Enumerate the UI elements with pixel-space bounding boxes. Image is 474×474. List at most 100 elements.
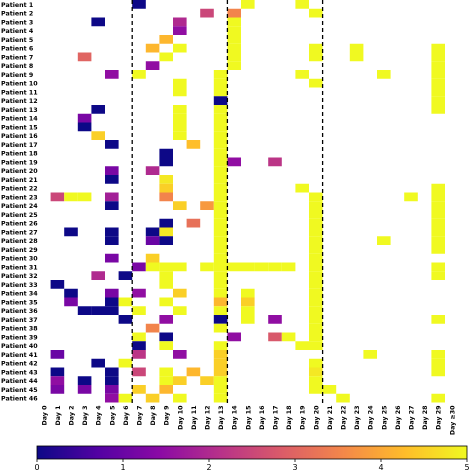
heatmap-cell	[227, 61, 241, 70]
day-label: Day 25	[381, 406, 388, 430]
heatmap-cell	[132, 70, 146, 79]
heatmap-cell	[431, 105, 445, 114]
heatmap-cell	[431, 183, 445, 193]
heatmap-cell	[213, 70, 228, 79]
heatmap-cell	[64, 192, 78, 202]
heatmap-cell	[309, 262, 323, 272]
heatmap-cell	[227, 35, 241, 44]
colorbar	[36, 445, 468, 460]
heatmap-cell	[213, 218, 228, 228]
heatmap-cell	[145, 262, 160, 272]
heatmap-cell	[309, 227, 323, 237]
heatmap-cell	[431, 367, 445, 377]
heatmap-cell	[77, 192, 92, 202]
heatmap-cell	[309, 332, 323, 342]
patient-label: Patient 40	[1, 343, 38, 350]
heatmap-cell	[105, 236, 119, 245]
patient-label: Patient 13	[1, 107, 38, 114]
heatmap-cell	[431, 315, 445, 324]
heatmap-cell	[173, 26, 187, 35]
day-label: Day 8	[150, 406, 157, 426]
patient-label: Patient 45	[1, 387, 38, 394]
heatmap-cell	[431, 236, 445, 245]
heatmap-cell	[118, 393, 133, 403]
heatmap-cell	[431, 245, 445, 254]
heatmap-cell	[404, 192, 418, 202]
heatmap-cell	[213, 201, 228, 210]
patient-label: Patient 11	[1, 89, 38, 96]
heatmap-cell	[213, 288, 228, 298]
heatmap-cell	[309, 341, 323, 350]
heatmap-cell	[77, 113, 92, 123]
heatmap-cell	[173, 288, 187, 298]
heatmap-cell	[159, 341, 173, 350]
heatmap-cell	[105, 227, 119, 237]
heatmap-cell	[227, 332, 241, 342]
day-label: Day 27	[409, 406, 416, 430]
heatmap-cell	[431, 218, 445, 228]
heatmap-cell	[145, 393, 160, 403]
heatmap-cell	[173, 43, 187, 53]
heatmap-cell	[173, 87, 187, 97]
patient-label: Patient 32	[1, 273, 38, 280]
heatmap-cell	[173, 306, 187, 315]
heatmap-cell	[349, 52, 364, 62]
heatmap-cell	[295, 183, 309, 193]
heatmap-cell	[309, 288, 323, 298]
patient-label: Patient 25	[1, 212, 38, 219]
patient-label: Patient 18	[1, 151, 38, 158]
heatmap-cell	[50, 385, 65, 394]
day-label: Day 13	[218, 406, 225, 430]
heatmap-cell	[309, 78, 323, 88]
day-label: Day 22	[341, 406, 348, 430]
heatmap-cell	[213, 297, 228, 307]
heatmap-cell	[173, 262, 187, 272]
heatmap-cell	[159, 157, 173, 167]
heatmap-cell	[309, 201, 323, 210]
heatmap-cell	[431, 350, 445, 359]
day-label: Day 29	[436, 406, 443, 430]
patient-label: Patient 33	[1, 282, 38, 289]
heatmap-cell	[295, 70, 309, 79]
day-label: Day 26	[395, 405, 402, 430]
heatmap-cell	[132, 0, 146, 9]
heatmap-cell	[213, 166, 228, 175]
heatmap-cell	[91, 131, 105, 140]
heatmap-cell	[173, 376, 187, 385]
patient-label: Patient 2	[1, 11, 33, 18]
patient-label: Patient 42	[1, 361, 38, 368]
day-label: Day 20	[313, 405, 320, 430]
day-label: Day 28	[422, 406, 429, 430]
patient-label: Patient 14	[1, 116, 38, 123]
heatmap-cell	[213, 262, 228, 272]
patient-label: Patient 27	[1, 229, 38, 236]
colorbar-tick-label: 0	[34, 463, 39, 472]
heatmap-cell	[77, 122, 92, 132]
heatmap-cell	[105, 288, 119, 298]
patient-label: Patient 29	[1, 247, 38, 254]
heatmap-cell	[241, 288, 255, 298]
heatmap-cell	[309, 385, 323, 394]
colorbar-tick-label: 1	[120, 463, 125, 472]
patient-label: Patient 46	[1, 396, 38, 403]
heatmap-cells	[50, 0, 445, 403]
heatmap-cell	[213, 96, 228, 105]
heatmap-cell	[132, 306, 146, 315]
heatmap-cell	[105, 306, 119, 315]
heatmap-cell	[295, 0, 309, 9]
heatmap-cell	[309, 236, 323, 245]
heatmap-cell	[227, 17, 241, 27]
heatmap-cell	[50, 192, 65, 202]
patient-label: Patient 34	[1, 291, 38, 298]
patient-label: Patient 35	[1, 299, 38, 306]
heatmap-cell	[105, 140, 119, 149]
heatmap-cell	[309, 280, 323, 289]
heatmap-cell	[105, 166, 119, 175]
heatmap-cell	[431, 87, 445, 97]
patient-label: Patient 9	[1, 72, 33, 79]
heatmap-cell	[213, 323, 228, 333]
heatmap-cell	[173, 122, 187, 132]
heatmap-cell	[213, 210, 228, 219]
day-label: Day 24	[368, 405, 375, 430]
